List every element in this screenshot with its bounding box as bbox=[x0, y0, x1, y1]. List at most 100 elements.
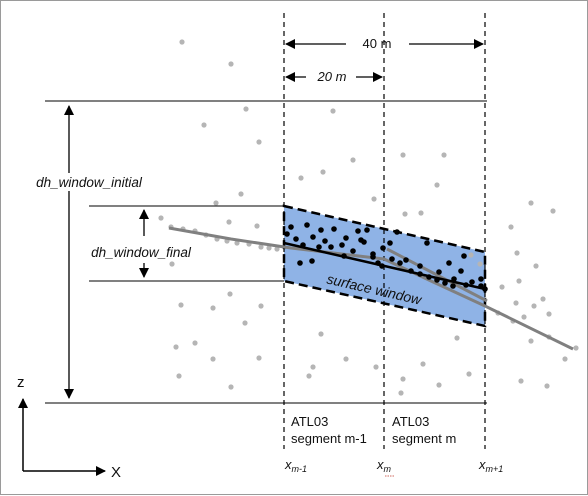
background-photon bbox=[228, 61, 234, 67]
x-m+1-label: xm+1 bbox=[478, 457, 503, 474]
surface-photon bbox=[309, 258, 315, 264]
background-photon bbox=[318, 331, 324, 337]
surface-photon bbox=[318, 227, 324, 233]
background-photon bbox=[330, 108, 336, 114]
background-photon bbox=[210, 305, 216, 311]
surface-photon bbox=[478, 276, 484, 282]
background-photon bbox=[169, 261, 175, 267]
background-photon bbox=[238, 191, 244, 197]
surface-photon bbox=[389, 256, 395, 262]
background-photon bbox=[298, 175, 304, 181]
background-photon bbox=[513, 300, 519, 306]
background-photon bbox=[468, 252, 474, 258]
surface-photon bbox=[288, 224, 294, 230]
background-photon bbox=[274, 246, 280, 252]
background-photon bbox=[213, 200, 219, 206]
surface-photon bbox=[293, 236, 299, 242]
background-photon bbox=[227, 291, 233, 297]
background-photon bbox=[258, 244, 264, 250]
background-photon bbox=[242, 320, 248, 326]
background-photon bbox=[210, 356, 216, 362]
surface-photon bbox=[343, 235, 349, 241]
background-photon bbox=[533, 263, 539, 269]
surface-photon bbox=[451, 276, 457, 282]
surface-photon bbox=[300, 242, 306, 248]
surface-photon bbox=[442, 280, 448, 286]
surface-photon bbox=[403, 257, 409, 263]
background-photon bbox=[258, 303, 264, 309]
background-photon bbox=[266, 245, 272, 251]
background-photon bbox=[343, 356, 349, 362]
dh-final-label: dh_window_final bbox=[91, 245, 192, 260]
surface-photon bbox=[364, 227, 370, 233]
surface-photon bbox=[339, 242, 345, 248]
background-photon bbox=[176, 373, 182, 379]
surface-photon bbox=[284, 231, 290, 237]
background-photons bbox=[158, 39, 579, 396]
background-photon bbox=[418, 210, 424, 216]
background-photon bbox=[173, 344, 179, 350]
background-photon bbox=[550, 208, 556, 214]
background-photon bbox=[320, 169, 326, 175]
surface-photon bbox=[379, 263, 385, 269]
x-m-1-label: xm-1 bbox=[284, 457, 307, 474]
surface-photon bbox=[331, 226, 337, 232]
background-photon bbox=[528, 200, 534, 206]
segment-m-label-line2: segment m bbox=[392, 431, 456, 446]
background-photon bbox=[544, 383, 550, 389]
width-20-label: 20 m bbox=[317, 69, 347, 84]
surface-fit-line bbox=[168, 226, 574, 351]
background-photon bbox=[508, 224, 514, 230]
background-photon bbox=[350, 157, 356, 163]
background-photon bbox=[499, 284, 505, 290]
background-photon bbox=[441, 152, 447, 158]
surface-photon bbox=[397, 260, 403, 266]
surface-photon bbox=[436, 269, 442, 275]
background-photon bbox=[436, 382, 442, 388]
background-photon bbox=[514, 250, 520, 256]
x-m-label: xm bbox=[376, 457, 392, 474]
surface-photon bbox=[341, 253, 347, 259]
surface-photon bbox=[322, 238, 328, 244]
background-photon bbox=[310, 364, 316, 370]
surface-photon bbox=[461, 253, 467, 259]
surface-photon bbox=[328, 244, 334, 250]
background-photon bbox=[371, 196, 377, 202]
surface-photon bbox=[408, 268, 414, 274]
background-photon bbox=[434, 182, 440, 188]
surface-photon bbox=[387, 240, 393, 246]
background-photon bbox=[243, 106, 249, 112]
background-photon bbox=[540, 296, 546, 302]
background-photon bbox=[373, 364, 379, 370]
surface-photon bbox=[424, 240, 430, 246]
background-photon bbox=[306, 373, 312, 379]
surface-fit-line-segment-m bbox=[386, 247, 488, 303]
surface-photon bbox=[417, 271, 423, 277]
width-40-label: 40 m bbox=[363, 36, 392, 51]
dh-initial-label: dh_window_initial bbox=[36, 175, 143, 190]
surface-photon bbox=[380, 245, 386, 251]
segment-m-label-line1: ATL03 bbox=[392, 414, 429, 429]
surface-photon bbox=[358, 237, 364, 243]
background-photon bbox=[516, 278, 522, 284]
background-photon bbox=[466, 371, 472, 377]
background-photon bbox=[178, 302, 184, 308]
surface-photon bbox=[304, 222, 310, 228]
surface-photon bbox=[478, 283, 484, 289]
background-photon bbox=[400, 376, 406, 382]
surface-photon bbox=[316, 244, 322, 250]
background-photon bbox=[192, 340, 198, 346]
segment-m-1-label-line2: segment m-1 bbox=[291, 431, 367, 446]
background-photon bbox=[531, 303, 537, 309]
background-photon bbox=[226, 219, 232, 225]
surface-photon bbox=[463, 282, 469, 288]
background-photon bbox=[201, 122, 207, 128]
surface-photon bbox=[458, 268, 464, 274]
background-photon bbox=[400, 152, 406, 158]
surface-photon bbox=[355, 228, 361, 234]
surface-photon bbox=[417, 263, 423, 269]
segment-m-1-label-line1: ATL03 bbox=[291, 414, 328, 429]
background-photon bbox=[158, 215, 164, 221]
